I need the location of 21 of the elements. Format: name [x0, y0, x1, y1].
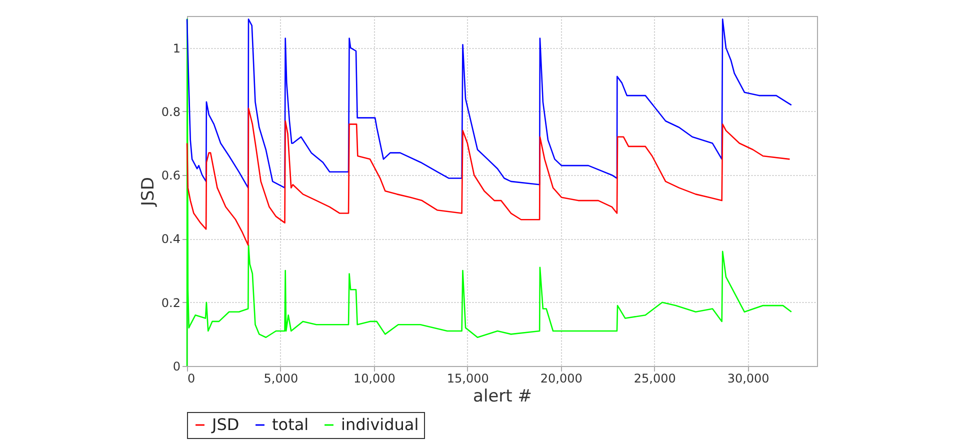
legend-label: individual — [341, 415, 419, 434]
line-series — [186, 18, 792, 367]
x-axis-title: alert # — [473, 386, 532, 406]
legend-label: total — [272, 415, 309, 434]
line-series — [186, 108, 790, 246]
legend-label: JSD — [211, 415, 240, 434]
x-tick-label: 15,000 — [446, 372, 489, 386]
line-series — [186, 18, 792, 188]
y-tick-label: 0 — [172, 360, 180, 374]
x-tick-label: 0 — [188, 372, 196, 386]
x-tick-label: 30,000 — [727, 372, 770, 386]
y-axis-title: JSD — [138, 177, 158, 207]
y-tick-label: 0.2 — [161, 296, 180, 310]
y-tick-label: 0.4 — [161, 232, 180, 246]
y-tick-label: 0.6 — [161, 168, 180, 183]
x-tick-label: 20,000 — [540, 372, 582, 386]
y-tick-label: 0.8 — [161, 104, 180, 119]
x-tick-label: 5,000 — [264, 372, 298, 386]
x-tick-label: 25,000 — [634, 372, 676, 386]
y-tick-label: 1 — [172, 41, 180, 56]
x-tick-label: 10,000 — [353, 372, 396, 386]
